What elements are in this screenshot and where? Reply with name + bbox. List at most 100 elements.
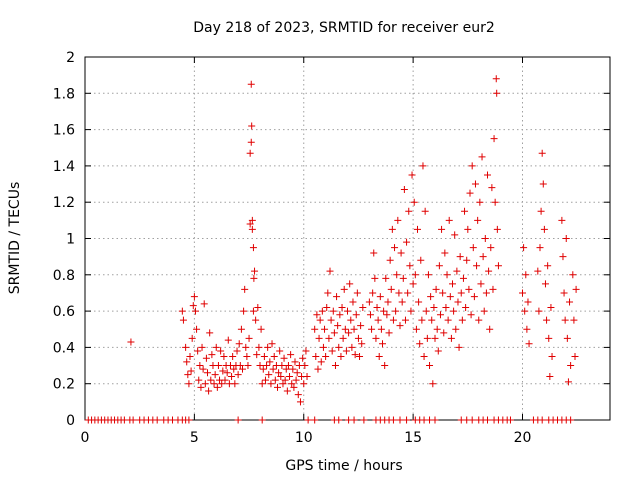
data-point — [524, 298, 532, 306]
data-point — [426, 362, 434, 370]
data-point — [284, 362, 292, 370]
data-points — [84, 75, 580, 424]
data-point — [304, 416, 312, 424]
data-point — [235, 340, 243, 348]
data-point — [380, 307, 388, 315]
data-point — [404, 289, 412, 297]
data-point — [269, 365, 277, 373]
y-tick-label: 1.6 — [53, 123, 75, 139]
data-point — [336, 311, 344, 319]
data-point — [311, 325, 319, 333]
data-point — [522, 271, 530, 279]
data-point — [442, 303, 450, 311]
data-point — [315, 334, 323, 342]
data-point — [224, 336, 232, 344]
data-point — [251, 267, 259, 275]
data-point — [200, 300, 208, 308]
data-point — [199, 365, 207, 373]
data-point — [405, 207, 413, 215]
data-point — [369, 289, 377, 297]
data-point — [544, 262, 552, 270]
data-point — [319, 343, 327, 351]
data-point — [383, 311, 391, 319]
data-point — [385, 329, 393, 337]
data-point — [250, 274, 258, 282]
data-point — [210, 380, 218, 388]
data-point — [301, 362, 309, 370]
data-point — [469, 244, 477, 252]
data-point — [424, 271, 432, 279]
data-point — [545, 334, 553, 342]
data-point — [188, 334, 196, 342]
data-point — [539, 180, 547, 188]
data-point — [484, 171, 491, 179]
data-point — [279, 380, 287, 388]
data-point — [323, 303, 331, 311]
data-point — [302, 347, 310, 355]
data-point — [350, 416, 358, 424]
data-point — [365, 298, 373, 306]
data-point — [428, 316, 436, 324]
data-point — [391, 244, 399, 252]
data-point — [470, 293, 478, 301]
data-point — [265, 371, 273, 379]
data-point — [493, 89, 501, 97]
data-point — [441, 249, 449, 257]
data-point — [352, 311, 360, 319]
data-point — [440, 329, 448, 337]
data-point — [211, 371, 219, 379]
data-point — [543, 316, 551, 324]
data-point — [346, 280, 354, 288]
data-point — [218, 380, 226, 388]
data-point — [312, 352, 320, 360]
x-tick-label: 10 — [295, 430, 313, 446]
data-point — [359, 303, 367, 311]
data-point — [521, 307, 529, 315]
data-point — [350, 325, 358, 333]
data-point — [197, 383, 205, 391]
data-point — [547, 303, 555, 311]
chart-title: Day 218 of 2023, SRMTID for receiver eur… — [193, 20, 495, 36]
data-point — [219, 367, 227, 375]
data-point — [492, 75, 500, 83]
data-point — [324, 289, 332, 297]
data-point — [233, 347, 241, 355]
data-point — [326, 267, 334, 275]
data-point — [494, 262, 502, 270]
data-point — [394, 216, 402, 224]
data-point — [288, 380, 296, 388]
data-point — [266, 358, 274, 366]
data-point — [429, 380, 437, 388]
x-tick-label: 15 — [404, 430, 422, 446]
data-point — [431, 334, 439, 342]
data-point — [372, 334, 380, 342]
y-tick-label: 1 — [66, 232, 75, 248]
data-point — [256, 362, 264, 370]
data-point — [399, 274, 407, 282]
y-tick-label: 1.4 — [53, 159, 75, 175]
y-axis-label: SRMTID / TECUs — [7, 182, 23, 295]
data-point — [189, 302, 197, 310]
x-tick-label: 0 — [81, 430, 90, 446]
data-point — [208, 351, 216, 359]
data-point — [570, 316, 578, 324]
y-tick-label: 0 — [66, 413, 75, 429]
data-point — [300, 380, 308, 388]
data-point — [408, 171, 416, 179]
data-point — [418, 316, 426, 324]
data-point — [540, 225, 548, 233]
data-point — [439, 289, 447, 297]
data-point — [178, 307, 186, 315]
data-point — [481, 235, 489, 242]
data-point — [451, 231, 459, 239]
data-point — [436, 311, 444, 319]
data-point — [401, 316, 409, 324]
data-point — [182, 343, 190, 351]
data-point — [546, 372, 554, 380]
data-point — [422, 307, 430, 315]
data-point — [247, 138, 255, 146]
y-tick-label: 2 — [66, 50, 75, 66]
data-point — [392, 307, 400, 315]
data-point — [433, 325, 441, 333]
data-point — [221, 376, 229, 384]
